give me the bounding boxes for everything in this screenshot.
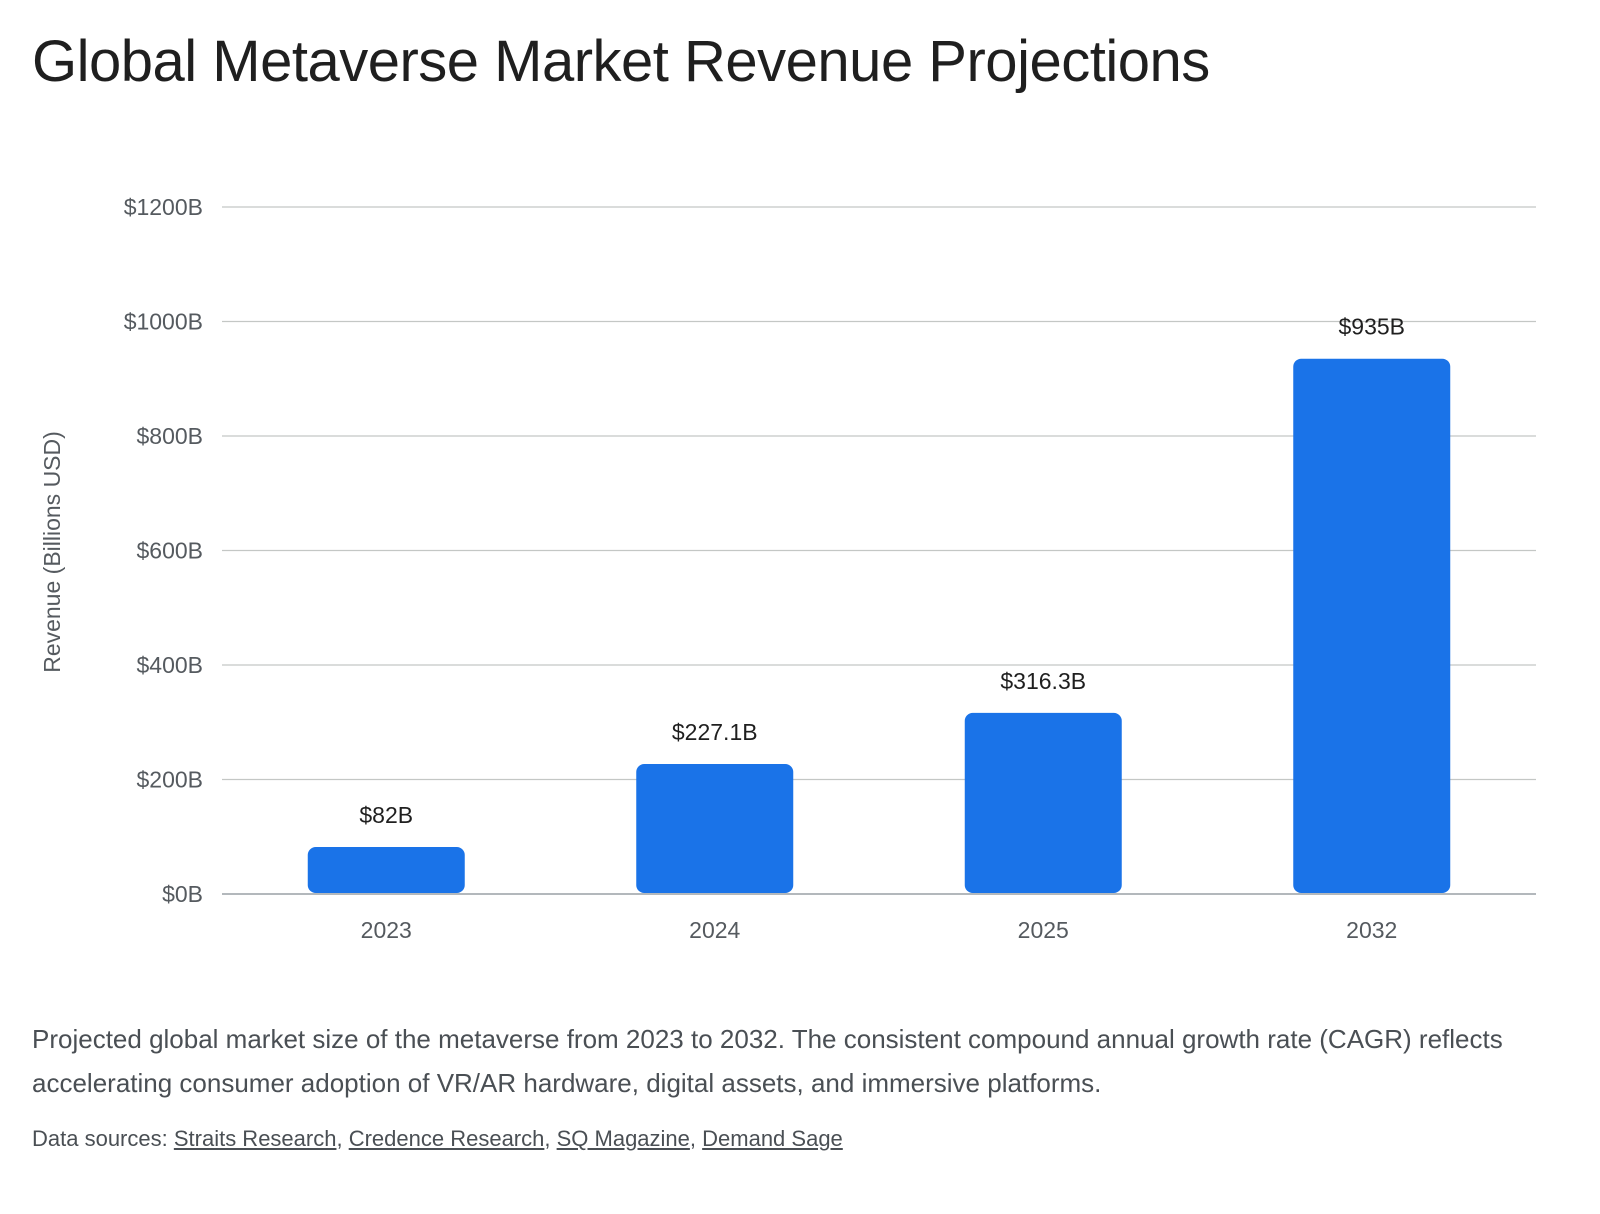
x-tick-label-2032: 2032 — [1346, 917, 1397, 943]
data-label-2024: $227.1B — [672, 719, 758, 745]
y-tick-label: $1200B — [124, 194, 203, 220]
data-labels: $82B $227.1B $316.3B $935B — [359, 314, 1405, 828]
data-label-2032: $935B — [1338, 314, 1405, 340]
sources-prefix: Data sources: — [32, 1126, 174, 1151]
data-label-2025: $316.3B — [1000, 668, 1086, 694]
y-tick-label: $200B — [136, 767, 203, 793]
chart-area: $0B $200B $400B $600B $800B $1000B $1200B $82B… — [0, 150, 1600, 980]
bar-2032 — [1293, 358, 1451, 893]
y-tick-label: $0B — [162, 881, 203, 907]
grid-lines — [222, 206, 1536, 895]
chart-caption: Projected global market size of the meta… — [32, 1024, 1503, 1098]
x-tick-label-2023: 2023 — [361, 917, 412, 943]
y-axis-title: Revenue (Billions USD) — [39, 431, 65, 673]
y-tick-label: $1000B — [124, 309, 203, 335]
source-link-sq-magazine[interactable]: SQ Magazine — [556, 1126, 690, 1151]
source-separator: , — [336, 1126, 349, 1151]
y-tick-label: $400B — [136, 652, 203, 678]
source-link-demand-sage[interactable]: Demand Sage — [702, 1126, 843, 1151]
bar-2024 — [636, 763, 794, 893]
bars — [307, 358, 1451, 893]
bar-2025 — [964, 712, 1122, 893]
x-tick-label-2024: 2024 — [689, 917, 740, 943]
x-axis-ticks: 2023 2024 2025 2032 — [361, 917, 1398, 943]
source-link-straits-research[interactable]: Straits Research — [173, 1126, 337, 1151]
y-tick-label: $800B — [136, 423, 203, 449]
y-tick-label: $600B — [136, 538, 203, 564]
chart-title: Global Metaverse Market Revenue Projecti… — [32, 29, 1210, 94]
source-separator: , — [689, 1126, 703, 1151]
x-tick-label-2025: 2025 — [1018, 917, 1069, 943]
bar-chart: $0B $200B $400B $600B $800B $1000B $1200B $82B… — [39, 194, 1536, 943]
y-axis-ticks: $0B $200B $400B $600B $800B $1000B $1200B — [124, 194, 203, 907]
data-label-2023: $82B — [359, 802, 413, 828]
bar-2023 — [307, 847, 465, 893]
data-sources: Data sources: Straits Research, Credence… — [32, 1126, 843, 1152]
source-link-credence-research[interactable]: Credence Research — [348, 1126, 545, 1151]
source-separator: , — [544, 1126, 557, 1151]
